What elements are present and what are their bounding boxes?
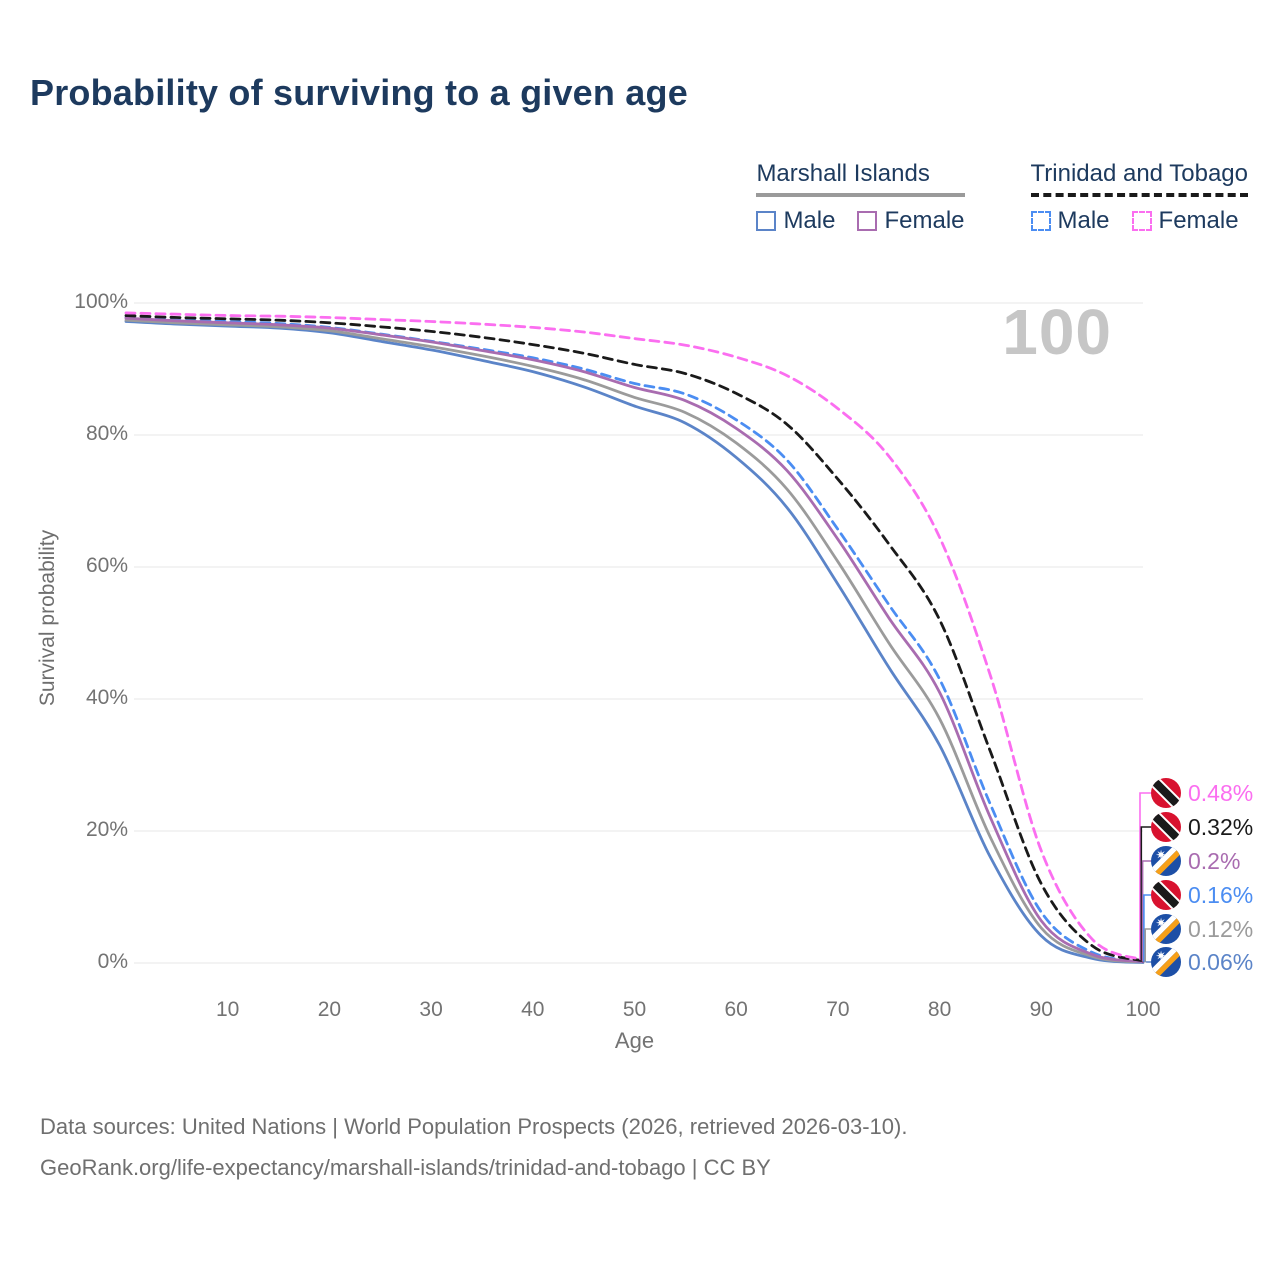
y-tick-label: 40% <box>85 686 128 709</box>
legend-country-marshall-islands[interactable]: Marshall Islands <box>756 160 965 197</box>
data-sources-line: Data sources: United Nations | World Pop… <box>40 1114 908 1139</box>
footer: Data sources: United Nations | World Pop… <box>40 1106 907 1188</box>
end-label-connector <box>1145 961 1151 963</box>
x-tick-label: 100 <box>1125 998 1161 1021</box>
legend-country-trinidad-and-tobago[interactable]: Trinidad and Tobago <box>1030 160 1248 197</box>
marshall-female-swatch-icon <box>857 211 878 231</box>
trinidad-and-tobago-flag-icon <box>1151 880 1181 910</box>
x-tick-label: 70 <box>826 998 850 1021</box>
trinidad-and-tobago-flag-icon <box>1151 778 1181 808</box>
legend-item-marshall-male[interactable]: Male <box>756 207 835 235</box>
x-tick-label: 40 <box>521 998 545 1021</box>
end-label-connector <box>1141 860 1151 962</box>
x-tick-label: 10 <box>216 998 240 1021</box>
y-tick-label: 60% <box>85 554 128 577</box>
x-tick-label: 20 <box>317 998 342 1021</box>
trinidad-female-swatch-icon <box>1131 211 1152 231</box>
end-label-connector <box>1144 928 1151 963</box>
y-tick-label: 80% <box>85 422 128 445</box>
legend-label: Male <box>783 207 836 234</box>
legend: Marshall Islands Male Female Trinidad an… <box>756 160 1248 235</box>
marshall-islands-flag-icon <box>1151 846 1181 876</box>
marshall-islands-flag-icon <box>1151 914 1181 944</box>
end-label-mi_combined: 0.12% <box>1144 914 1253 963</box>
trinidad-male-swatch-icon <box>1030 211 1051 231</box>
legend-group-marshall-islands: Marshall Islands Male Female <box>756 160 965 235</box>
series-line-tt_male <box>124 316 1145 964</box>
trinidad-and-tobago-flag-icon <box>1151 812 1181 842</box>
end-label-mi_male: 0.06% <box>1145 947 1253 977</box>
end-value-label: 0.16% <box>1188 882 1253 908</box>
end-label-mi_female: 0.2% <box>1141 846 1240 962</box>
legend-row-marshall-islands: Male Female <box>756 207 965 235</box>
x-tick-label: 80 <box>927 998 952 1021</box>
marshall-islands-flag-icon <box>1151 947 1181 977</box>
legend-group-trinidad-and-tobago: Trinidad and Tobago Male Female <box>1030 160 1248 235</box>
legend-item-trinidad-male[interactable]: Male <box>1030 207 1110 235</box>
marshall-male-swatch-icon <box>756 211 777 231</box>
end-value-label: 0.06% <box>1188 949 1253 975</box>
x-tick-label: 90 <box>1029 998 1053 1021</box>
end-label-connector <box>1143 894 1151 962</box>
legend-item-trinidad-female[interactable]: Female <box>1131 207 1239 235</box>
end-label-connector <box>1139 792 1151 960</box>
end-value-label: 0.12% <box>1188 916 1253 942</box>
end-label-connector <box>1140 826 1151 961</box>
end-label-tt_combined: 0.32% <box>1140 812 1253 961</box>
legend-label: Male <box>1057 207 1110 234</box>
legend-item-marshall-female[interactable]: Female <box>857 207 965 235</box>
end-label-tt_female: 0.48% <box>1139 778 1253 960</box>
x-tick-label: 30 <box>419 998 443 1021</box>
series-line-tt_combined <box>124 314 1145 963</box>
legend-label: Female <box>1158 207 1239 234</box>
end-value-label: 0.48% <box>1188 780 1253 806</box>
series-line-mi_male <box>124 320 1145 964</box>
end-value-label: 0.2% <box>1188 848 1240 874</box>
series-line-mi_female <box>124 316 1145 964</box>
series-line-mi_combined <box>124 318 1145 964</box>
y-tick-label: 0% <box>97 950 128 973</box>
legend-label: Female <box>884 207 965 234</box>
x-tick-label: 50 <box>622 998 647 1021</box>
page-title: Probability of surviving to a given age <box>30 72 688 113</box>
series-line-tt_female <box>124 311 1145 962</box>
y-tick-label: 20% <box>85 818 128 841</box>
end-label-tt_male: 0.16% <box>1143 880 1253 962</box>
x-axis-title: Age <box>614 1028 655 1053</box>
legend-row-trinidad-and-tobago: Male Female <box>1030 207 1239 235</box>
y-tick-label: 100% <box>74 290 128 313</box>
x-tick-label: 60 <box>724 998 748 1021</box>
end-value-label: 0.32% <box>1188 814 1253 840</box>
attribution-line: GeoRank.org/life-expectancy/marshall-isl… <box>40 1155 771 1180</box>
age-counter-watermark: 100 <box>1002 296 1112 368</box>
